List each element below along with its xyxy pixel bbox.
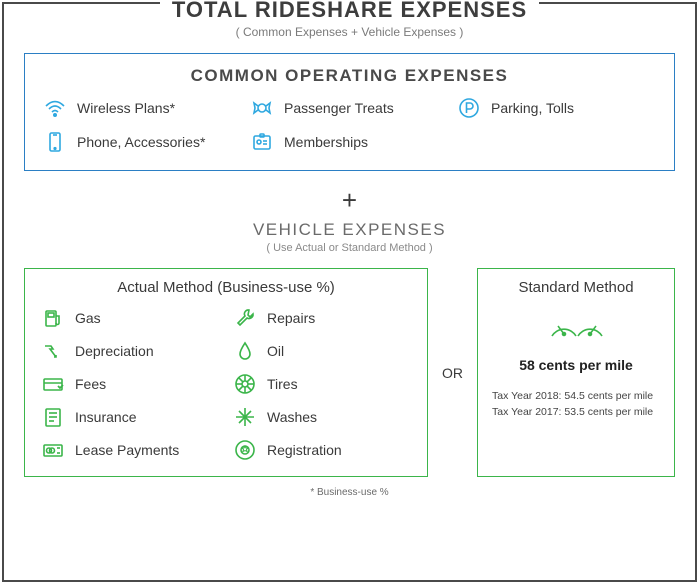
sparkle-icon	[233, 405, 257, 429]
item-label: Repairs	[267, 310, 315, 326]
vehicle-subtitle: ( Use Actual or Standard Method )	[24, 242, 675, 254]
actual-item-depreciation: Depreciation	[41, 339, 219, 363]
item-label: Passenger Treats	[284, 100, 394, 116]
item-label: Wireless Plans*	[77, 100, 175, 116]
common-item-phone: Phone, Accessories*	[43, 130, 242, 154]
vehicle-title: VEHICLE EXPENSES	[24, 220, 675, 240]
item-label: Washes	[267, 409, 317, 425]
prev-years: Tax Year 2018: 54.5 cents per mile Tax Y…	[492, 389, 660, 421]
item-label: Depreciation	[75, 343, 154, 359]
candy-icon	[250, 96, 274, 120]
odometer-icon	[548, 310, 604, 345]
main-title: TOTAL RIDESHARE EXPENSES	[160, 0, 539, 23]
actual-item-tires: Tires	[233, 372, 411, 396]
plus-symbol: +	[24, 185, 675, 216]
actual-title: Actual Method (Business-use %)	[41, 279, 411, 296]
item-label: Phone, Accessories*	[77, 134, 205, 150]
item-label: Tires	[267, 376, 298, 392]
item-label: Fees	[75, 376, 106, 392]
actual-item-repairs: Repairs	[233, 306, 411, 330]
prev-year-line: Tax Year 2018: 54.5 cents per mile	[492, 389, 660, 405]
common-expenses-box: COMMON OPERATING EXPENSES Wireless Plans…	[24, 53, 675, 171]
phone-icon	[43, 130, 67, 154]
actual-item-insurance: Insurance	[41, 405, 219, 429]
standard-method-box: Standard Method 58 cents per mile Tax Ye…	[477, 268, 675, 477]
tire-icon	[233, 372, 257, 396]
prev-year-line: Tax Year 2017: 53.5 cents per mile	[492, 405, 660, 421]
common-item-parking: Parking, Tolls	[457, 96, 656, 120]
footnote: * Business-use %	[24, 487, 675, 498]
parking-icon	[457, 96, 481, 120]
actual-method-box: Actual Method (Business-use %) Gas Repai…	[24, 268, 428, 477]
wifi-icon	[43, 96, 67, 120]
actual-item-washes: Washes	[233, 405, 411, 429]
id-icon	[250, 130, 274, 154]
common-item-treats: Passenger Treats	[250, 96, 449, 120]
main-frame: TOTAL RIDESHARE EXPENSES ( Common Expens…	[2, 2, 697, 582]
common-item-wireless: Wireless Plans*	[43, 96, 242, 120]
actual-item-gas: Gas	[41, 306, 219, 330]
common-title: COMMON OPERATING EXPENSES	[43, 66, 656, 86]
item-label: Registration	[267, 442, 342, 458]
methods-row: Actual Method (Business-use %) Gas Repai…	[24, 268, 675, 477]
depreciation-icon	[41, 339, 65, 363]
actual-grid: Gas Repairs Depreciation	[41, 306, 411, 462]
item-label: Memberships	[284, 134, 368, 150]
item-label: Parking, Tolls	[491, 100, 574, 116]
actual-item-fees: Fees	[41, 372, 219, 396]
item-label: Insurance	[75, 409, 136, 425]
registration-icon	[233, 438, 257, 462]
fees-icon	[41, 372, 65, 396]
main-subtitle: ( Common Expenses + Vehicle Expenses )	[24, 25, 675, 39]
standard-rate: 58 cents per mile	[519, 357, 633, 373]
lease-icon	[41, 438, 65, 462]
actual-item-lease: Lease Payments	[41, 438, 219, 462]
wrench-icon	[233, 306, 257, 330]
item-label: Oil	[267, 343, 284, 359]
insurance-icon	[41, 405, 65, 429]
title-wrap: TOTAL RIDESHARE EXPENSES	[24, 4, 675, 23]
standard-title: Standard Method	[518, 279, 633, 296]
actual-item-registration: Registration	[233, 438, 411, 462]
common-grid: Wireless Plans* Passenger Treats Parking…	[43, 96, 656, 154]
gas-icon	[41, 306, 65, 330]
or-label: OR	[442, 365, 463, 381]
actual-item-oil: Oil	[233, 339, 411, 363]
common-item-memberships: Memberships	[250, 130, 449, 154]
item-label: Lease Payments	[75, 442, 179, 458]
oil-icon	[233, 339, 257, 363]
item-label: Gas	[75, 310, 101, 326]
